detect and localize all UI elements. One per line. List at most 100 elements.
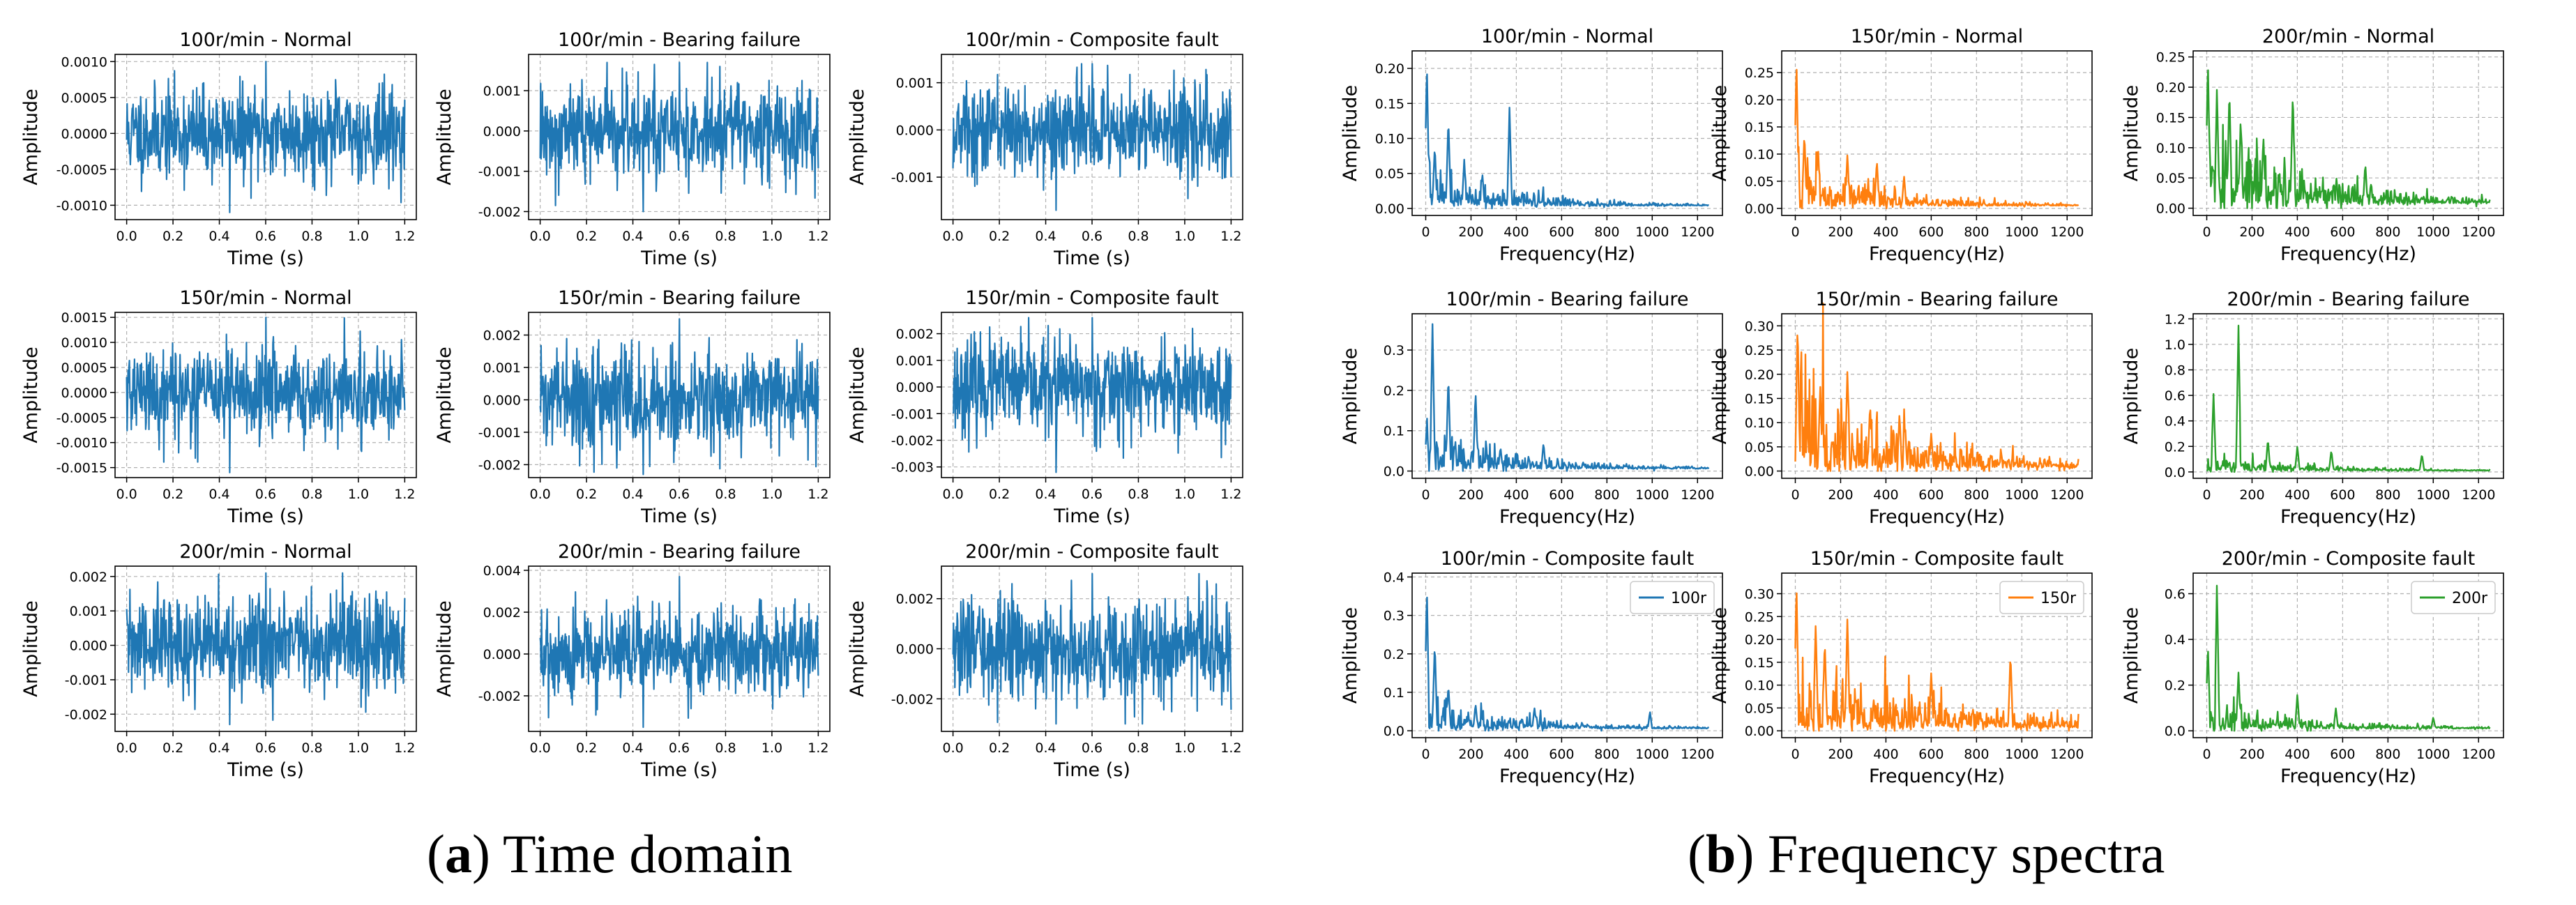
x-axis-label: Frequency(Hz)	[2280, 243, 2416, 265]
x-tick-label: 200	[2239, 225, 2264, 240]
y-axis-label: Amplitude	[1340, 607, 1361, 704]
subplot: 0 200 400 600 800 1000 1200 0.0 0.2 0.4 0.6 200r/mi…	[2121, 548, 2504, 787]
y-tick-label: -0.002	[891, 433, 934, 448]
x-tick-label: 0	[2202, 225, 2211, 240]
x-tick-label: 800	[1594, 225, 1619, 240]
x-tick-label: 1200	[2050, 225, 2084, 240]
x-tick-label: 200	[1458, 487, 1483, 503]
y-tick-label: 1.0	[2165, 337, 2185, 353]
subplot: 0.0 0.2 0.4 0.6 0.8 1.0 1.2 -0.002 0.000 0.002 200…	[847, 541, 1243, 781]
x-tick-label: 0.2	[989, 229, 1010, 244]
y-tick-label: 0.25	[1745, 609, 1774, 625]
x-tick-label: 400	[1503, 747, 1529, 762]
plot-frame	[1411, 50, 1723, 216]
caption-a: (a) Time domain	[427, 823, 792, 885]
subplot-title: 150r/min - Bearing failure	[1816, 289, 2059, 310]
x-tick-label: 0.2	[576, 487, 597, 502]
series-line	[126, 572, 406, 726]
y-tick-label: 0.05	[1745, 701, 1774, 716]
x-tick-label: 1200	[2462, 487, 2495, 503]
x-tick-label: 1.0	[762, 740, 782, 756]
x-tick-label: 1.2	[808, 740, 828, 756]
x-tick-label: 0.8	[1128, 740, 1149, 756]
y-tick-label: 0.10	[2156, 141, 2185, 156]
subplot: 0 200 400 600 800 1000 1200 0.00 0.05 0.10 0.15 0.2…	[2121, 26, 2504, 265]
series-line	[2206, 324, 2491, 473]
x-tick-label: 0.6	[255, 229, 276, 244]
y-axis-label: Amplitude	[1709, 348, 1731, 444]
y-tick-label: 0.10	[1745, 678, 1774, 694]
x-tick-label: 200	[1458, 747, 1483, 762]
x-tick-label: 1200	[2462, 747, 2495, 762]
y-axis-label: Amplitude	[434, 89, 455, 185]
y-tick-label: 0.20	[1745, 93, 1774, 108]
y-axis-label: Amplitude	[847, 89, 868, 185]
x-axis-label: Time (s)	[227, 505, 304, 527]
x-tick-label: 0.8	[301, 229, 322, 244]
x-axis-label: Time (s)	[640, 759, 718, 781]
y-tick-label: 0.002	[483, 328, 521, 344]
x-tick-label: 0.4	[622, 740, 643, 756]
x-tick-label: 400	[2285, 487, 2310, 503]
y-tick-label: 0.002	[483, 605, 521, 621]
caption-a-letter: a	[444, 823, 472, 884]
y-tick-label: -0.0010	[56, 436, 107, 451]
y-tick-label: 0.25	[2156, 50, 2185, 66]
x-axis-label: Time (s)	[1053, 505, 1130, 527]
y-tick-label: 0.0	[1384, 724, 1404, 739]
y-tick-label: 0.000	[483, 393, 521, 408]
x-tick-label: 600	[1549, 487, 1574, 503]
y-tick-label: 0.30	[1745, 319, 1774, 334]
y-tick-label: 0.001	[483, 360, 521, 376]
series-line	[1425, 73, 1709, 210]
y-axis-label: Amplitude	[1340, 85, 1361, 181]
y-tick-label: 1.2	[2165, 312, 2185, 327]
x-tick-label: 0.4	[209, 487, 229, 502]
y-tick-label: 0.1	[1384, 424, 1404, 439]
x-tick-label: 0.4	[622, 487, 643, 502]
x-tick-label: 0.8	[715, 229, 736, 244]
subplot-title: 150r/min - Bearing failure	[558, 287, 801, 309]
y-tick-label: -0.002	[478, 204, 521, 220]
caption-a-prefix: (	[427, 823, 445, 884]
x-tick-label: 0.8	[1128, 229, 1149, 244]
x-tick-label: 1.2	[1220, 740, 1241, 756]
y-tick-label: 0.10	[1745, 147, 1774, 162]
y-tick-label: 0.0005	[61, 91, 107, 106]
x-tick-label: 0.0	[530, 487, 551, 502]
x-tick-label: 0	[1421, 487, 1430, 503]
plot-frame	[2192, 50, 2504, 216]
y-tick-label: 0.05	[1375, 167, 1404, 182]
subplot-title: 100r/min - Composite fault	[1441, 548, 1695, 570]
x-tick-label: 1000	[1635, 747, 1669, 762]
subplot: 0.0 0.2 0.4 0.6 0.8 1.0 1.2 -0.002 -0.001 0.000 0.…	[434, 29, 831, 269]
subplot-title: 150r/min - Composite fault	[965, 287, 1219, 309]
x-tick-label: 200	[2239, 747, 2264, 762]
x-tick-label: 1000	[2005, 225, 2038, 240]
x-tick-label: 0.2	[989, 740, 1010, 756]
x-tick-label: 1000	[2005, 487, 2038, 503]
x-axis-label: Time (s)	[227, 248, 304, 269]
y-tick-label: -0.0015	[56, 461, 107, 476]
y-tick-label: 0.0005	[61, 360, 107, 376]
y-axis-label: Amplitude	[1340, 348, 1361, 444]
x-tick-label: 600	[2330, 487, 2355, 503]
x-tick-label: 1200	[2462, 225, 2495, 240]
y-tick-label: 0.3	[1384, 609, 1404, 624]
subplot: 0.0 0.2 0.4 0.6 0.8 1.0 1.2 -0.003 -0.002 -0.001 0…	[847, 287, 1243, 527]
x-tick-label: 600	[1549, 225, 1574, 240]
caption-b-letter: b	[1705, 823, 1736, 884]
y-tick-label: 0.000	[483, 124, 521, 139]
x-tick-label: 1.2	[1220, 229, 1241, 244]
x-tick-label: 400	[1503, 225, 1529, 240]
x-axis-label: Time (s)	[640, 248, 718, 269]
y-tick-label: 0.004	[483, 563, 521, 579]
subplot-title: 150r/min - Normal	[1851, 26, 2023, 47]
x-tick-label: 600	[1918, 225, 1944, 240]
x-tick-label: 0.4	[622, 229, 643, 244]
y-tick-label: 0.25	[1745, 66, 1774, 81]
x-tick-label: 200	[1828, 487, 1853, 503]
y-tick-label: -0.0005	[56, 411, 107, 426]
y-tick-label: 0.20	[1745, 632, 1774, 648]
